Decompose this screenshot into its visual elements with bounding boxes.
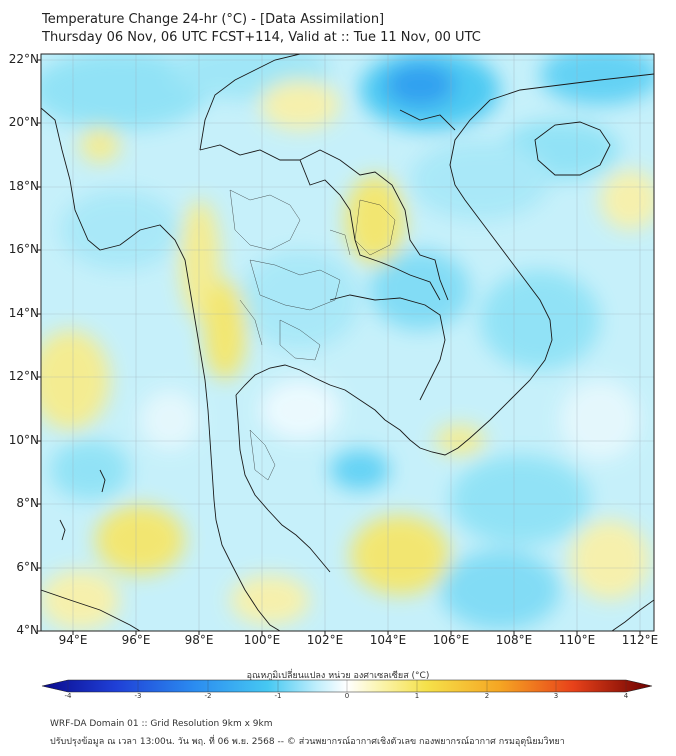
lon-label: 110°E — [558, 633, 596, 647]
lat-label: 12°N — [8, 369, 39, 383]
laos-border — [299, 149, 449, 301]
coastlines-borders — [41, 54, 654, 631]
nicobar-islands — [59, 519, 66, 541]
lon-label: 100°E — [243, 633, 281, 647]
lon-label: 108°E — [495, 633, 533, 647]
borneo-coast — [611, 599, 654, 631]
map-title: Temperature Change 24-hr (°C) - [Data As… — [42, 12, 385, 27]
lon-label: 94°E — [58, 633, 88, 647]
colorbar-tick: -3 — [134, 692, 142, 700]
myanmar-coast — [41, 107, 217, 521]
thai-border — [199, 144, 441, 301]
lat-label: 8°N — [16, 496, 39, 510]
sumatra-coast — [41, 589, 141, 631]
myanmar-china-border — [199, 54, 301, 151]
colorbar-tick: 3 — [553, 692, 559, 700]
andaman-islands — [99, 469, 106, 493]
colorbar-tick: 0 — [344, 692, 350, 700]
cambodia-border — [329, 294, 446, 401]
lon-label: 102°E — [306, 633, 344, 647]
lon-label: 106°E — [432, 633, 470, 647]
lat-label: 18°N — [8, 179, 39, 193]
graticule — [41, 54, 654, 631]
peninsula-east-coast — [235, 394, 331, 573]
cambodia-vietnam-coast — [384, 73, 654, 456]
colorbar-label: อุณหภูมิเปลี่ยนแปลง หน่วย องศาเซลเซียส (… — [246, 671, 430, 681]
lat-label: 10°N — [8, 433, 39, 447]
temperature-field — [41, 54, 654, 631]
lat-label: 6°N — [16, 560, 39, 574]
colorbar-tick: -4 — [64, 692, 72, 700]
province-lines — [229, 189, 396, 481]
peninsula-west-coast — [215, 519, 281, 631]
footer-credit: ปรับปรุงข้อมูล ณ เวลา 13:00น. วัน พฤ. ที… — [50, 737, 565, 747]
lat-label: 16°N — [8, 242, 39, 256]
footer-model-info: WRF-DA Domain 01 :: Grid Resolution 9km … — [50, 719, 273, 729]
lat-label: 20°N — [8, 115, 39, 129]
china-vietnam-border — [399, 109, 456, 131]
lon-label: 104°E — [369, 633, 407, 647]
plot-frame — [40, 53, 655, 632]
gulf-of-thailand-coast — [235, 364, 386, 421]
lat-label: 4°N — [16, 623, 39, 637]
map-subtitle: Thursday 06 Nov, 06 UTC FCST+114, Valid … — [42, 30, 481, 45]
lat-label: 14°N — [8, 306, 39, 320]
lat-label: 22°N — [8, 52, 39, 66]
hainan-island — [534, 121, 611, 176]
colorbar-tick: 4 — [623, 692, 629, 700]
axis-ticks — [37, 59, 641, 635]
colorbar-tick: 2 — [484, 692, 490, 700]
colorbar-tick: -1 — [274, 692, 282, 700]
colorbar-tick: 1 — [414, 692, 420, 700]
lon-label: 98°E — [184, 633, 214, 647]
lon-label: 96°E — [121, 633, 151, 647]
lon-label: 112°E — [621, 633, 659, 647]
colorbar-tick: -2 — [204, 692, 212, 700]
